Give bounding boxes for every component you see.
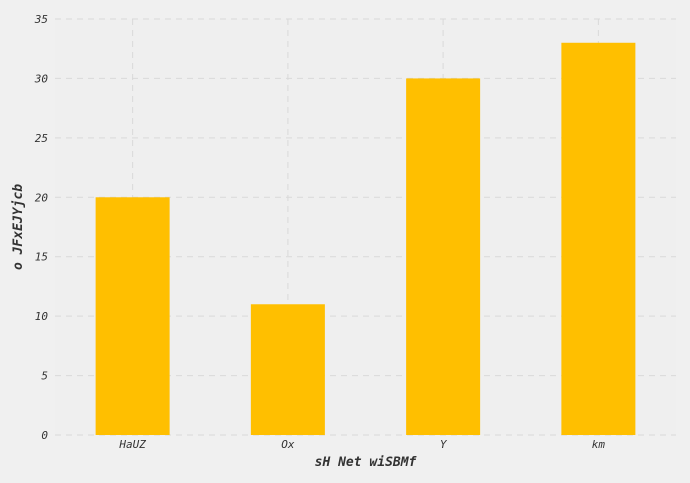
x-tick-label: Y [440, 438, 448, 451]
bar-Ox [251, 304, 325, 435]
y-axis-ticks: 0 5 10 15 20 25 30 35 [34, 13, 49, 442]
y-axis-label: o JFxEJYjcb [11, 184, 26, 270]
y-tick-label: 10 [35, 310, 49, 323]
y-tick-label: 0 [41, 429, 48, 442]
bar-Y [406, 78, 480, 435]
bar-HaUZ [96, 197, 170, 435]
x-tick-label: Ox [281, 438, 295, 451]
y-tick-label: 25 [35, 132, 48, 145]
y-tick-label: 5 [41, 370, 48, 383]
y-tick-label: 30 [34, 72, 49, 85]
x-tick-label: km [592, 438, 606, 451]
y-tick-label: 15 [35, 251, 48, 264]
x-tick-label: HaUZ [118, 438, 146, 451]
y-tick-label: 20 [35, 191, 49, 204]
y-tick-label: 35 [34, 13, 48, 26]
x-axis-label: sH Net wiSBMf [315, 455, 418, 470]
bar-km [561, 43, 635, 435]
